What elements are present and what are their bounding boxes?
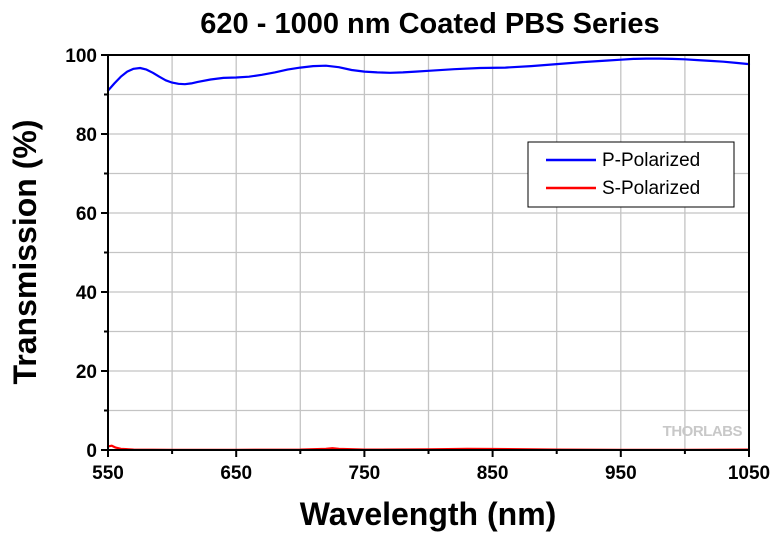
- x-tick-label: 1050: [728, 463, 770, 484]
- ticks: 550 650 750 850 950 1050 0 20 40 60 80 100: [65, 46, 770, 484]
- thorlabs-watermark: THORLABS: [663, 423, 743, 440]
- x-tick-label: 950: [605, 463, 637, 484]
- y-axis-label: Transmission (%): [7, 120, 43, 385]
- y-tick-label: 20: [76, 362, 97, 383]
- grid: [107, 54, 750, 451]
- legend-label-p-polarized: P-Polarized: [602, 150, 700, 171]
- x-tick-label: 650: [220, 463, 252, 484]
- chart-title: 620 - 1000 nm Coated PBS Series: [200, 8, 659, 40]
- y-tick-label: 80: [76, 125, 97, 146]
- y-tick-label: 40: [76, 283, 97, 304]
- legend-box: [527, 141, 735, 208]
- legend: P-Polarized S-Polarized: [527, 141, 735, 208]
- y-tick-label: 60: [76, 204, 97, 225]
- x-tick-label: 850: [477, 463, 509, 484]
- x-tick-label: 750: [349, 463, 381, 484]
- legend-label-s-polarized: S-Polarized: [602, 178, 700, 199]
- x-axis-label: Wavelength (nm): [300, 496, 557, 532]
- x-tick-label: 550: [92, 463, 124, 484]
- y-tick-label: 0: [86, 441, 97, 462]
- series-line-p-polarized: [106, 57, 751, 92]
- y-tick-label: 100: [65, 46, 97, 67]
